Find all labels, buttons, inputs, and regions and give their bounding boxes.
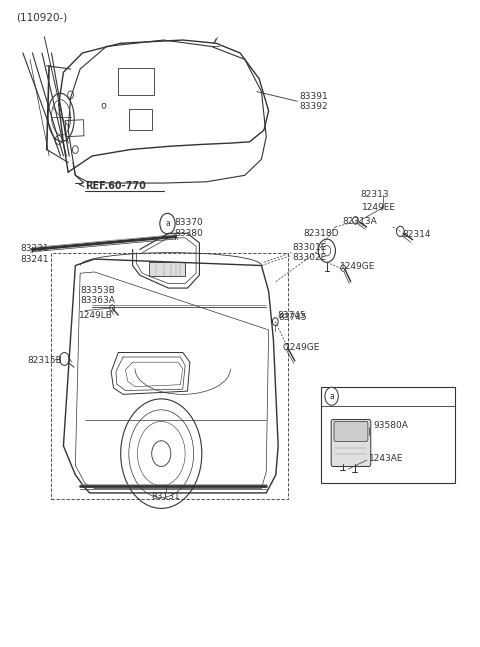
Text: 82315B: 82315B <box>28 356 62 365</box>
FancyBboxPatch shape <box>334 421 368 441</box>
Circle shape <box>160 214 175 234</box>
Text: 93580A: 93580A <box>373 421 408 430</box>
FancyBboxPatch shape <box>331 419 371 466</box>
Bar <box>149 261 185 276</box>
Text: 82318D: 82318D <box>303 229 338 238</box>
Text: 83231
83241: 83231 83241 <box>21 244 49 263</box>
Text: 83131: 83131 <box>152 492 180 501</box>
Text: 1249GE: 1249GE <box>285 343 321 352</box>
Bar <box>129 109 152 130</box>
Text: 82314: 82314 <box>402 230 431 239</box>
Text: 83745: 83745 <box>278 313 307 322</box>
Text: (110920-): (110920-) <box>16 12 67 23</box>
Circle shape <box>325 388 338 405</box>
Bar <box>118 68 154 95</box>
Text: 1249GE: 1249GE <box>340 262 375 271</box>
Text: 82313A: 82313A <box>343 217 377 226</box>
Bar <box>321 387 455 483</box>
Text: a: a <box>165 219 170 228</box>
Text: 83391
83392: 83391 83392 <box>300 91 328 111</box>
Text: 83745: 83745 <box>277 311 306 320</box>
Text: 83353B
83363A: 83353B 83363A <box>80 286 115 305</box>
Text: REF.60-770: REF.60-770 <box>85 181 146 191</box>
Text: 83301E
83302E: 83301E 83302E <box>292 243 327 262</box>
Text: a: a <box>329 392 334 400</box>
Text: 82313: 82313 <box>360 190 389 199</box>
Bar <box>65 120 84 137</box>
Text: 1249EE: 1249EE <box>362 203 396 212</box>
Text: 83370
83380: 83370 83380 <box>174 219 203 238</box>
Text: 1249LB: 1249LB <box>79 311 113 320</box>
Text: 1243AE: 1243AE <box>369 454 403 463</box>
